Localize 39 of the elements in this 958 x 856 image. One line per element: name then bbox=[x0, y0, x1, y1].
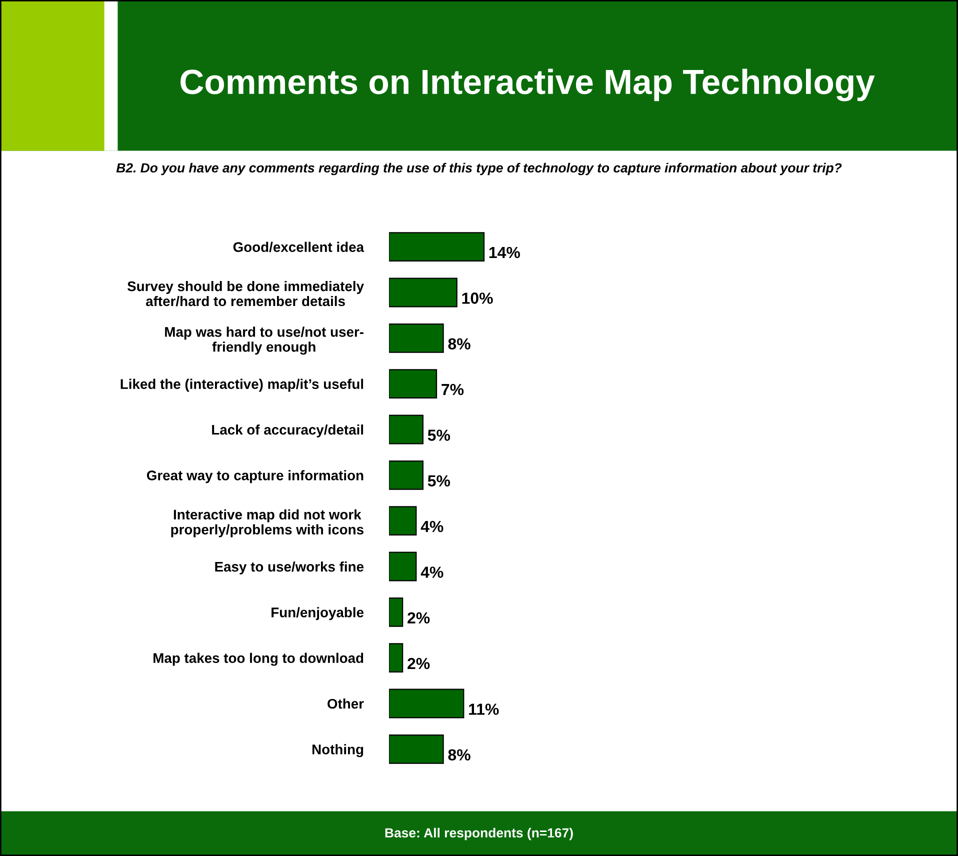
data-label: 4% bbox=[420, 520, 444, 532]
bar bbox=[389, 734, 444, 764]
y-tick-label: Survey should be done immediately after/hard to remember details bbox=[127, 280, 364, 306]
data-label: 2% bbox=[408, 612, 430, 624]
y-tick-label: Easy to use/works fine bbox=[215, 561, 364, 574]
y-tick-label: Great way to capture information bbox=[146, 470, 364, 484]
bar bbox=[389, 552, 417, 582]
data-label: 2% bbox=[408, 658, 430, 670]
bar bbox=[389, 323, 444, 353]
data-label: 5% bbox=[428, 475, 450, 487]
y-tick-label: Fun/enjoyable bbox=[272, 607, 364, 620]
text: Base: All respondents (n=167) bbox=[385, 828, 573, 840]
data-label: 7% bbox=[442, 384, 464, 396]
y-tick-label: Map was hard to use/not user- friendly enough bbox=[165, 326, 364, 355]
y-tick-label: Other bbox=[328, 698, 364, 709]
y-tick-label: Good/excellent idea bbox=[233, 242, 364, 252]
y-tick-label: Map takes too long to download bbox=[154, 652, 364, 666]
data-label: 8% bbox=[448, 749, 470, 761]
y-tick-label: Nothing bbox=[312, 744, 364, 758]
bar bbox=[389, 369, 438, 399]
bar bbox=[389, 688, 464, 718]
data-label: 5% bbox=[428, 430, 450, 441]
chart-title: Comments on Interactive Map Technology bbox=[180, 68, 875, 102]
data-label: 11% bbox=[469, 704, 499, 715]
data-label: 4% bbox=[420, 566, 444, 578]
data-label: 14% bbox=[489, 246, 520, 258]
bar bbox=[389, 643, 404, 673]
y-tick-label: Liked the (interactive) map/it’s useful bbox=[120, 378, 364, 392]
bar bbox=[389, 278, 458, 308]
data-label: 10% bbox=[462, 292, 493, 304]
y-tick-label: Interactive map did not work properly/problems with icons bbox=[171, 509, 364, 538]
bar bbox=[389, 460, 424, 490]
data-label: 8% bbox=[448, 338, 470, 350]
bar bbox=[389, 506, 417, 536]
bar bbox=[389, 597, 404, 627]
bar bbox=[389, 232, 485, 262]
chart-subtitle: B2. Do you have any comments regarding the use of this type of technology to capture information about your trip? bbox=[116, 162, 842, 176]
bar bbox=[389, 414, 424, 444]
y-tick-label: Lack of accuracy/detail bbox=[212, 424, 364, 438]
